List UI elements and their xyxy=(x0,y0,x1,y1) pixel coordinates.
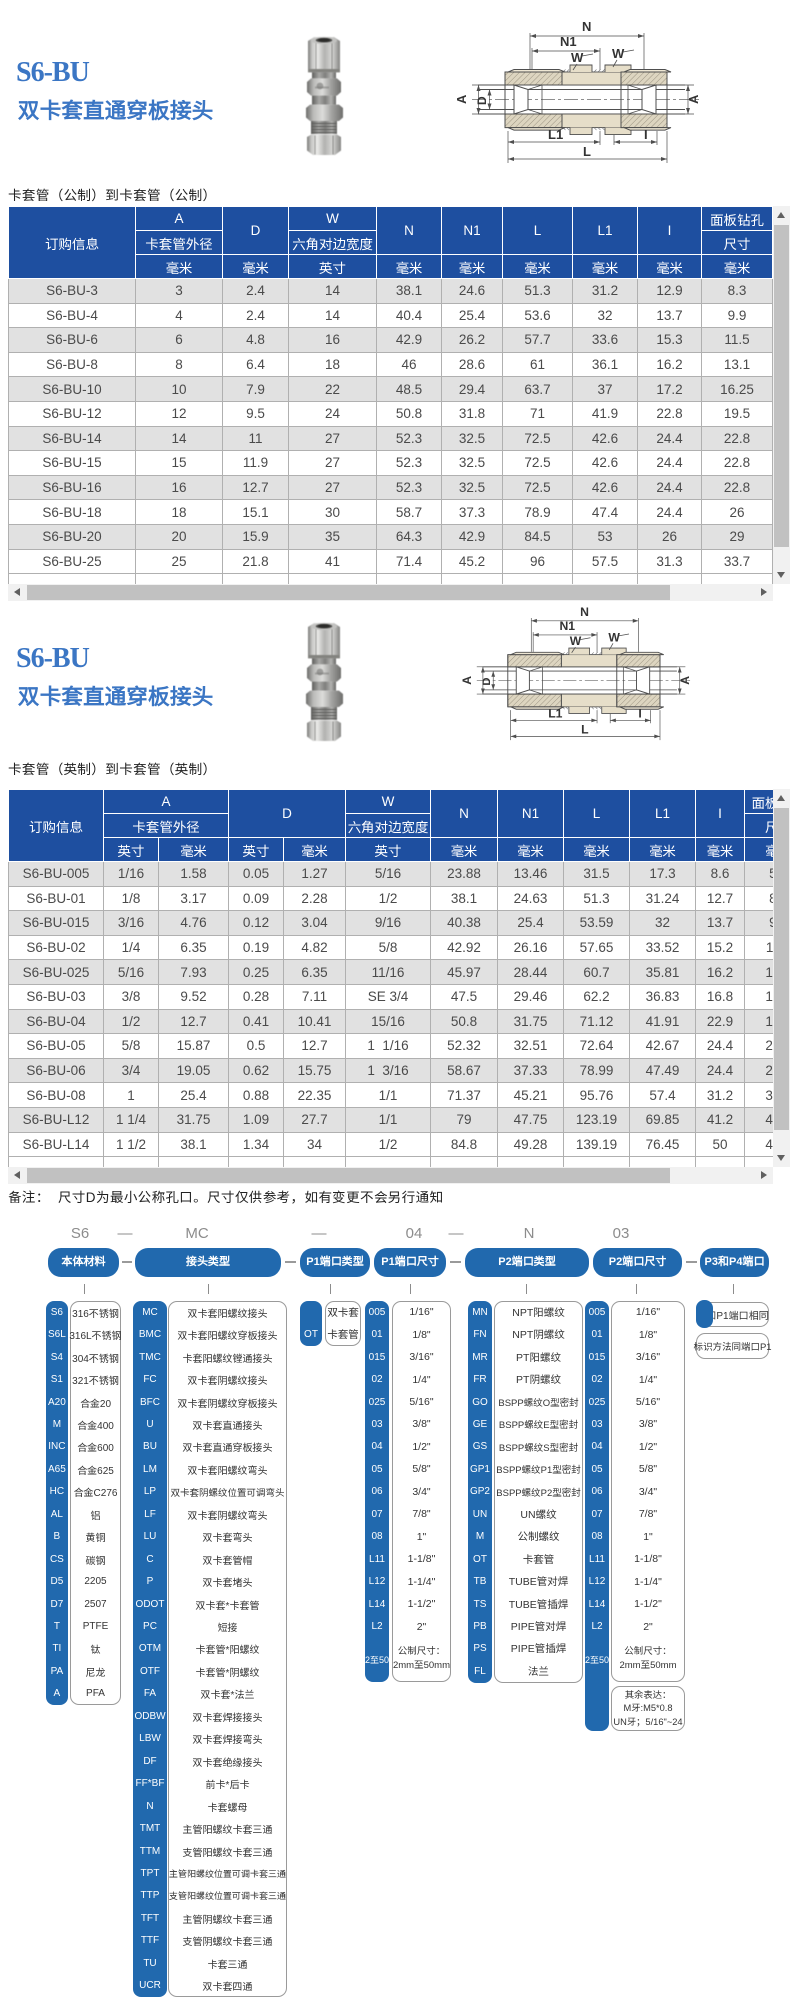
svg-text:A: A xyxy=(678,676,691,685)
svg-text:L: L xyxy=(581,723,589,737)
svg-text:W: W xyxy=(608,630,620,644)
svg-text:A: A xyxy=(686,94,700,104)
svg-text:I: I xyxy=(638,707,641,721)
svg-text:D: D xyxy=(481,677,493,685)
svg-text:N1: N1 xyxy=(559,619,575,633)
svg-text:A: A xyxy=(460,676,474,685)
svg-text:W: W xyxy=(571,50,584,65)
svg-text:L1: L1 xyxy=(548,127,563,142)
svg-text:D: D xyxy=(475,96,489,105)
svg-text:W: W xyxy=(570,634,582,648)
svg-text:L1: L1 xyxy=(548,707,562,721)
svg-text:A: A xyxy=(454,94,469,104)
svg-text:N1: N1 xyxy=(560,34,577,49)
svg-text:I: I xyxy=(644,127,648,142)
svg-text:L: L xyxy=(583,144,591,159)
svg-text:W: W xyxy=(612,46,625,61)
svg-text:N: N xyxy=(580,605,589,619)
svg-text:N: N xyxy=(582,19,591,34)
